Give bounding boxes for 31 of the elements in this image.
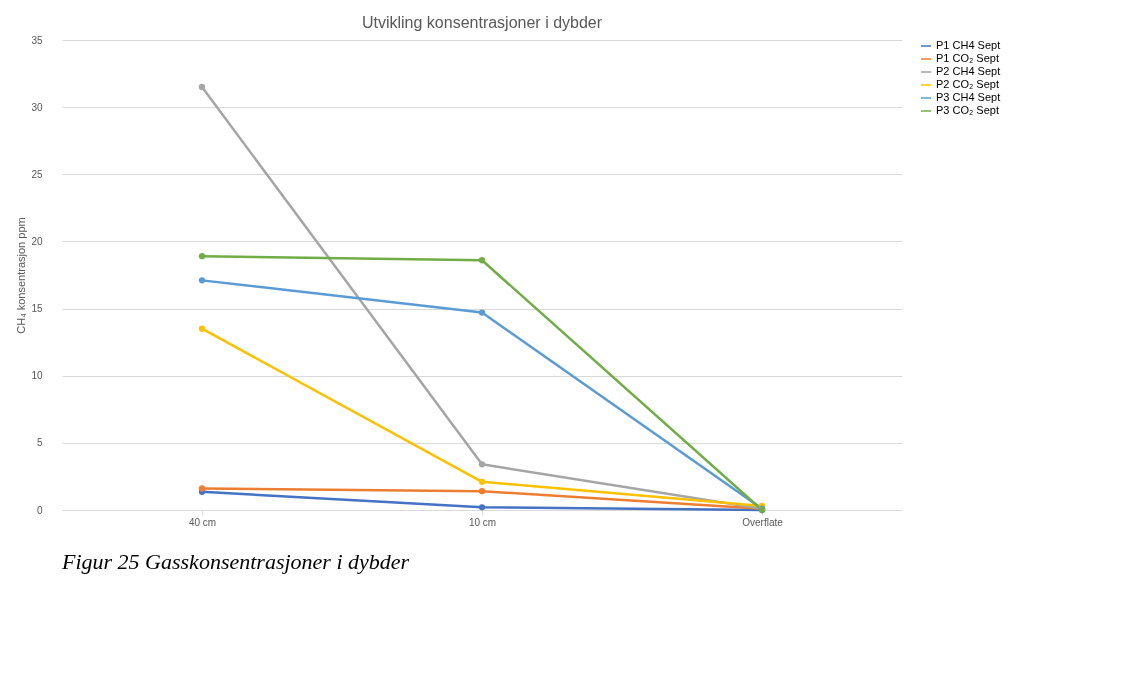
y-tick-label: 5 — [36, 437, 43, 449]
point — [198, 253, 206, 260]
y-tick-label: 30 — [31, 101, 43, 113]
x-tick-label: 10 cm — [468, 516, 497, 528]
legend-label: P2 CO₂ Sept — [936, 78, 999, 90]
point — [478, 504, 486, 511]
point — [198, 83, 206, 91]
legend-label: P3 CO₂ Sept — [936, 104, 999, 116]
point — [478, 461, 486, 468]
legend-label: P1 CO₂ Sept — [936, 52, 999, 64]
y-tick-label: 15 — [31, 303, 43, 315]
x-tick-label: 40 cm — [188, 516, 217, 528]
point — [478, 257, 486, 264]
point — [198, 485, 206, 492]
point — [478, 478, 486, 485]
legend-label: P1 CH4 Sept — [936, 39, 1001, 51]
y-tick-label: 10 — [31, 370, 43, 382]
chart-title: Utvikling konsentrasjoner i dybder — [361, 14, 603, 31]
x-tick-label: Overflate — [742, 516, 784, 528]
legend-label: P2 CH4 Sept — [936, 65, 1001, 77]
legend-label: P3 CH4 Sept — [936, 91, 1001, 103]
y-tick-label: 35 — [31, 34, 43, 46]
point — [478, 309, 486, 316]
y-tick-label: 20 — [31, 235, 43, 247]
text: Figur 25 Gasskonsentrasjoner i dybder — [61, 549, 410, 574]
point — [198, 325, 206, 332]
y-tick-label: 0 — [36, 504, 43, 516]
point — [478, 488, 486, 495]
y-axis-title: CH₄ konsentrasjon ppm — [15, 217, 28, 334]
y-tick-label: 25 — [31, 168, 43, 180]
point — [198, 277, 206, 284]
